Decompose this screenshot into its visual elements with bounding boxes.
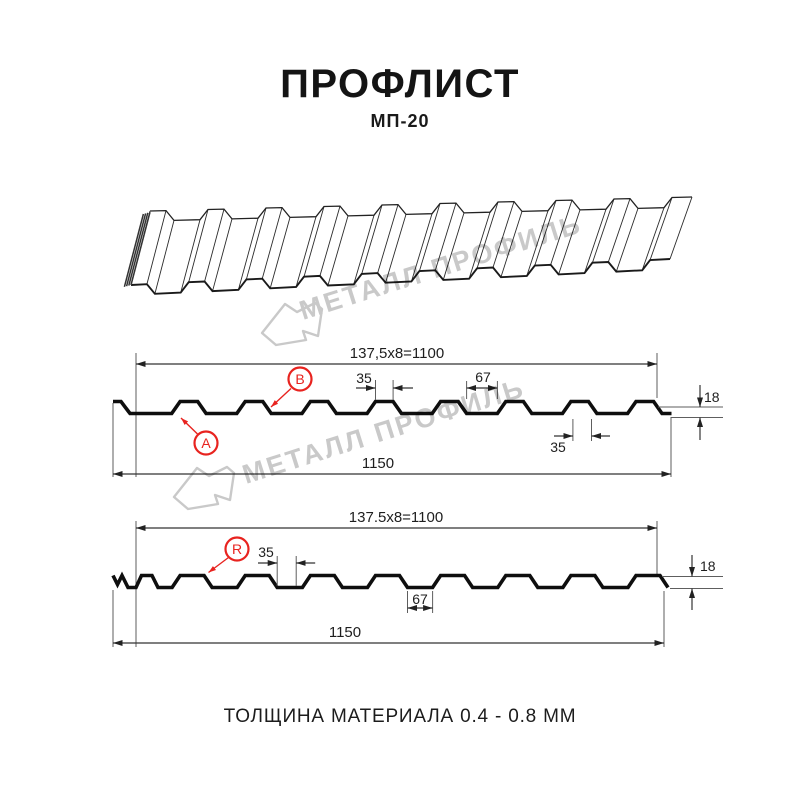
dim-valley: 35 [258,544,274,560]
fold-edge [295,216,317,288]
fold-edge [245,207,267,280]
fold-edge [550,199,573,265]
fold-edge [442,212,465,281]
fold-edge [641,207,665,271]
fold-edge [361,204,383,274]
fold-edge [353,215,375,285]
fold-edge [212,218,233,292]
fold-edge [411,213,433,282]
fold-edge [649,197,673,261]
fold-edge [492,201,515,268]
dim-crest: 67 [412,591,428,607]
cut-edge-hatch [128,212,149,286]
fold-edge [377,204,399,274]
fold-edge [327,215,349,286]
dim-height: 18 [700,558,716,574]
cut-edge-hatch [130,212,151,286]
fold-edge [669,196,693,260]
fold-edge [418,203,441,272]
page-title: ПРОФЛИСТ [280,62,520,106]
watermark-text: МЕТАЛЛ ПРОФИЛЬ [239,373,529,490]
fold-edge [584,209,607,274]
fold-edge [385,214,407,283]
fold-edge [180,219,201,293]
dim-height: 18 [704,389,720,405]
fold-edge [204,208,225,282]
fold-edge [237,218,259,290]
fold-edge [303,206,325,277]
cross-section-view-ab: 137,5x8=1100 35 67 18 35 1150 A [112,345,723,477]
fold-edge [146,210,167,285]
dim-crest-bottom: 35 [550,439,566,455]
fold-edge [526,210,549,277]
dim-total: 1150 [329,624,361,641]
profile-outline [111,571,670,590]
callout-leader-b [270,387,292,408]
fold-edge [615,208,639,272]
dim-crest-top: 35 [356,370,372,386]
profile-outline [113,399,672,416]
cross-section-view-r: 137.5x8=1100 35 67 18 1150 R [111,509,723,647]
callout-leader-a [180,417,198,435]
cut-edge-hatch [123,213,145,287]
profiled-sheet-3d-view [123,196,693,295]
fold-edge [261,207,283,279]
callout-label-r: R [232,541,242,557]
fold-edge [154,220,175,294]
callout-circle-r [224,536,250,562]
metall-profil-logo-icon [172,465,236,511]
fold-edge [607,198,631,263]
dim-total: 1150 [362,455,394,472]
sheet-back-edge [149,196,693,222]
callout-label-a: A [201,435,211,451]
product-model: МП-20 [370,111,430,131]
fold-edge [592,198,615,263]
watermark-over-section-1: МЕТАЛЛ ПРОФИЛЬ [172,373,529,511]
fold-edge [269,217,291,289]
callout-label-b: B [295,371,304,387]
callout-circle-b [287,366,313,392]
dim-valley-top: 67 [475,369,491,385]
material-thickness-note: ТОЛЩИНА МАТЕРИАЛА 0.4 - 0.8 ММ [223,706,577,727]
fold-edge [476,201,499,269]
callout-leader-r [208,556,229,574]
fold-edge [319,205,341,277]
dim-pitch: 137.5x8=1100 [349,509,443,526]
callout-circle-a [193,430,219,456]
fold-edge [558,209,581,275]
fold-edge [188,209,209,283]
fold-edge [434,202,457,271]
fold-edge [534,200,557,266]
fold-edge [500,211,523,278]
sheet-front-edge [130,258,671,295]
dim-pitch: 137,5x8=1100 [350,345,444,362]
fold-edge [468,212,491,279]
cut-edge-hatch [125,213,147,287]
sheet-surface [131,197,692,294]
